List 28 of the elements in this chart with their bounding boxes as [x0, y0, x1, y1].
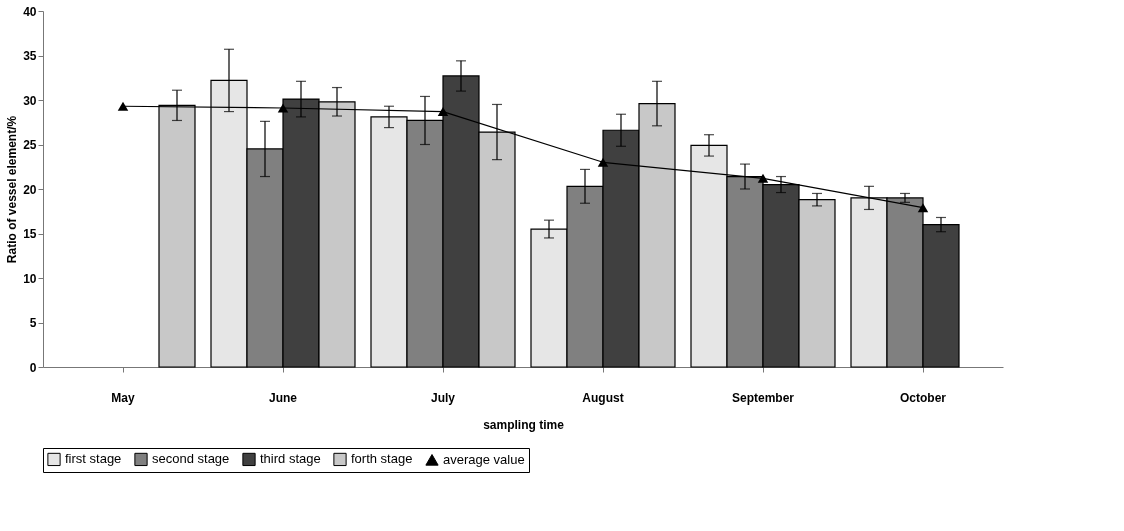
- x-tick-label: July: [430, 390, 456, 405]
- x-tick-label: October: [899, 390, 947, 405]
- legend-label: first stage: [65, 451, 122, 467]
- point: [117, 101, 129, 111]
- x-axis-title: sampling time: [483, 417, 565, 432]
- y-tick-label: 10: [23, 271, 37, 286]
- x-tick-label: May: [111, 390, 135, 405]
- y-axis-title: Ratio of vessel element/%: [5, 115, 20, 264]
- point: [757, 173, 769, 183]
- y-tick-label: 15: [23, 227, 37, 241]
- legend-label: second stage: [152, 451, 230, 467]
- y-tick-label: 30: [23, 93, 37, 108]
- y-tick-label: 25: [23, 138, 37, 152]
- x-tick-label: August: [582, 390, 624, 405]
- legend-label: third stage: [260, 451, 321, 467]
- y-tick-label: 40: [23, 4, 37, 19]
- point: [597, 157, 609, 167]
- point: [437, 107, 449, 117]
- point: [277, 103, 289, 113]
- y-tick-label: 5: [29, 316, 37, 330]
- legend-label: forth stage: [351, 451, 413, 467]
- y-tick-label: 20: [23, 182, 37, 197]
- x-tick-label: June: [268, 390, 298, 405]
- y-tick-label: 35: [23, 49, 37, 63]
- x-tick-label: September: [731, 390, 795, 405]
- y-tick-label: 0: [29, 360, 37, 375]
- legend-label: average value: [443, 451, 525, 467]
- point: [917, 203, 929, 213]
